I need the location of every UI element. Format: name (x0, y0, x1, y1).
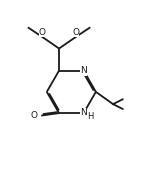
Text: O: O (39, 28, 46, 37)
Text: N: N (80, 108, 87, 117)
Text: H: H (87, 112, 93, 121)
Text: O: O (72, 28, 79, 37)
Text: N: N (80, 66, 87, 75)
Text: O: O (31, 111, 38, 120)
